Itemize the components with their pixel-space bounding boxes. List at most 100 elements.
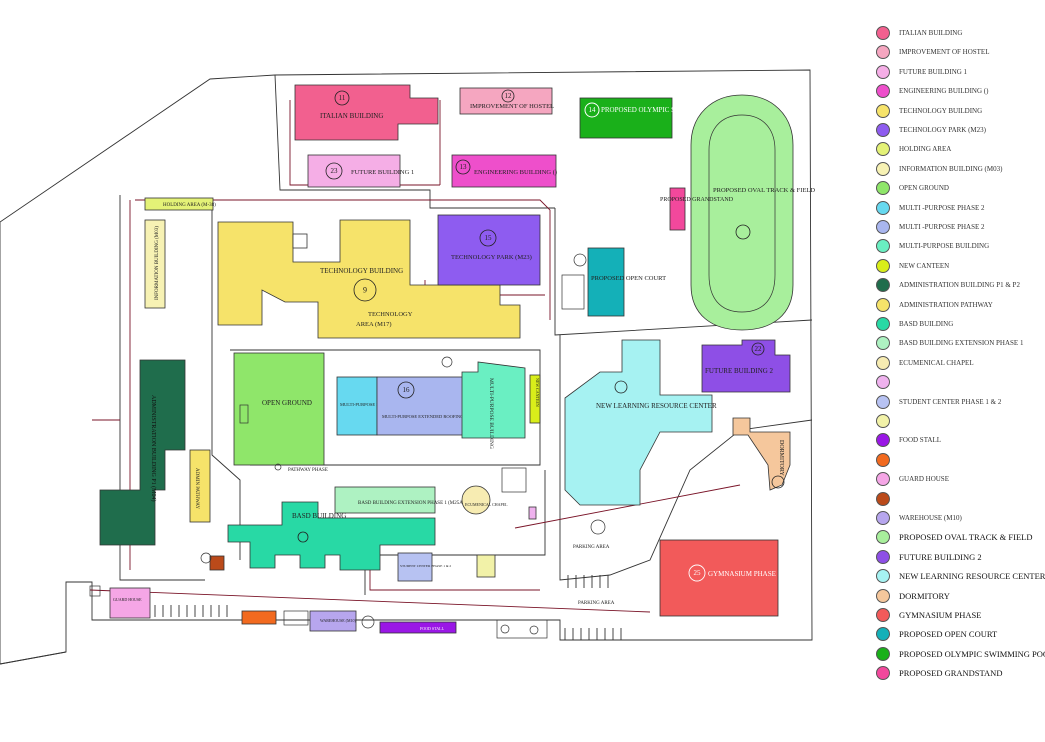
road — [369, 560, 540, 591]
building-label: FOOD STALL — [420, 626, 445, 631]
legend-label: IMPROVEMENT OF HOSTEL — [899, 48, 990, 57]
legend-item — [876, 373, 899, 391]
legend-item: HOLDING AREA — [876, 140, 951, 158]
legend-swatch — [876, 278, 890, 293]
legend-label: MULTI -PURPOSE PHASE 2 — [899, 203, 985, 212]
building-label: GYMNASIUM PHASE — [708, 570, 776, 578]
legend-swatch — [876, 472, 890, 487]
legend-swatch — [876, 258, 890, 273]
building-number: 15 — [485, 234, 493, 242]
legend-label: HOLDING AREA — [899, 145, 952, 154]
legend-swatch — [876, 646, 890, 661]
legend-label: MULTI-PURPOSE BUILDING — [899, 242, 990, 251]
admin-pathway — [189, 449, 211, 523]
basd-building — [227, 501, 436, 571]
building-label: ENGINEERING BUILDING () — [474, 169, 557, 176]
student-center — [397, 552, 433, 582]
legend-swatch — [876, 336, 890, 351]
legend-swatch — [876, 355, 890, 370]
structure-outline — [89, 585, 101, 597]
legend-item: FUTURE BUILDING 1 — [876, 63, 967, 81]
road-outline — [0, 651, 67, 665]
legend-swatch — [876, 123, 890, 137]
parking-stripes — [154, 575, 622, 640]
legend-swatch — [876, 394, 890, 409]
building-label: PARKING AREA — [578, 601, 615, 606]
legend-swatch — [876, 45, 890, 60]
building-label: PROPOSED GRANDSTAND — [660, 197, 734, 203]
building-label: INFORMATION BUILDING (M03) — [155, 226, 160, 300]
legend-label: FOOD STALL — [899, 436, 942, 445]
legend-label: PROPOSED GRANDSTAND — [899, 668, 1003, 679]
tree-marker — [361, 615, 375, 629]
legend-item: PROPOSED OPEN COURT — [876, 625, 997, 643]
tree-marker — [200, 552, 212, 564]
technology-park — [437, 214, 541, 286]
legend-item: IMPROVEMENT OF HOSTEL — [876, 43, 990, 61]
building-label: PATHWAY PHASE — [288, 468, 328, 473]
building-number-marker — [334, 90, 350, 106]
building-number: 9 — [363, 286, 367, 295]
structure-outline — [283, 610, 309, 626]
legend-label: GUARD HOUSE — [899, 475, 949, 484]
legend-item: WAREHOUSE (M10) — [876, 509, 962, 527]
legend-item: PROPOSED OLYMPIC SWIMMING POOL — [876, 645, 1045, 663]
legend-label: ENGINEERING BUILDING () — [899, 87, 989, 96]
tree-marker — [590, 519, 606, 535]
grandstand — [669, 187, 686, 231]
legend-swatch — [876, 317, 890, 331]
legend-label: BASD BUILDING — [899, 320, 954, 328]
legend-item — [876, 412, 899, 430]
technology-building — [217, 219, 521, 339]
building-number-marker — [353, 278, 377, 302]
legend-label: WAREHOUSE (M10) — [899, 514, 962, 522]
building-label: GUARD HOUSE — [113, 597, 142, 602]
building-label: PROPOSED OLYMPIC SWIMMING POOL — [601, 106, 729, 114]
legend-swatch — [876, 530, 890, 545]
legend-swatch — [876, 84, 890, 99]
legend-swatch — [876, 414, 890, 428]
tree-marker — [573, 253, 587, 267]
food-stall — [379, 621, 457, 634]
building-number-marker — [455, 159, 471, 175]
building-number: 16 — [403, 386, 411, 394]
courtyard — [292, 233, 308, 249]
legend-item: OPEN GROUND — [876, 179, 949, 197]
legend-label: TECHNOLOGY BUILDING — [899, 106, 983, 115]
legend-item — [876, 490, 899, 508]
future-building-2 — [701, 339, 791, 393]
engineering-building — [451, 154, 557, 188]
legend-item: MULTI-PURPOSE BUILDING — [876, 237, 989, 255]
building-label: WAREHOUSE (M10) — [320, 618, 357, 623]
building-number-marker — [325, 162, 343, 180]
legend-label: ITALIAN BUILDING — [899, 29, 963, 37]
italian-building — [294, 84, 439, 141]
small-building — [528, 506, 537, 520]
oval-track-field — [690, 94, 794, 331]
legend-swatch — [876, 491, 890, 506]
small-building — [241, 610, 277, 625]
legend-label: MULTI -PURPOSE PHASE 2 — [899, 223, 985, 231]
legend-swatch — [876, 220, 890, 234]
building-label: FUTURE BUILDING 2 — [705, 367, 774, 375]
legend-label: STUDENT CENTER PHASE 1 & 2 — [899, 397, 1002, 406]
legend-item: MULTI -PURPOSE PHASE 2 — [876, 218, 985, 236]
legend-label: FUTURE BUILDING 1 — [899, 67, 968, 76]
building-label: AREA (M17) — [356, 321, 392, 328]
building-label: TECHNOLOGY BUILDING — [320, 267, 403, 275]
legend-swatch — [876, 433, 890, 448]
road-outline — [119, 195, 205, 581]
building-number-marker — [297, 531, 309, 543]
building-label: NEW LEARNING RESOURCE CENTER — [596, 402, 717, 410]
legend-swatch — [876, 103, 890, 118]
open-ground — [233, 352, 325, 466]
legend-label: FUTURE BUILDING 2 — [899, 551, 982, 562]
multipurpose-roofing-phase-2 — [336, 376, 378, 436]
tree-marker — [441, 356, 453, 368]
legend-label: DORMITORY — [899, 590, 950, 601]
legend-label: NEW LEARNING RESOURCE CENTER — [899, 571, 1045, 582]
legend-swatch — [876, 375, 890, 390]
future-building-1 — [307, 154, 401, 188]
building-label: MULTI-PURPOSE EXTENDED ROOFING PHASE 1 — [382, 414, 482, 419]
swimming-pool — [579, 97, 673, 139]
